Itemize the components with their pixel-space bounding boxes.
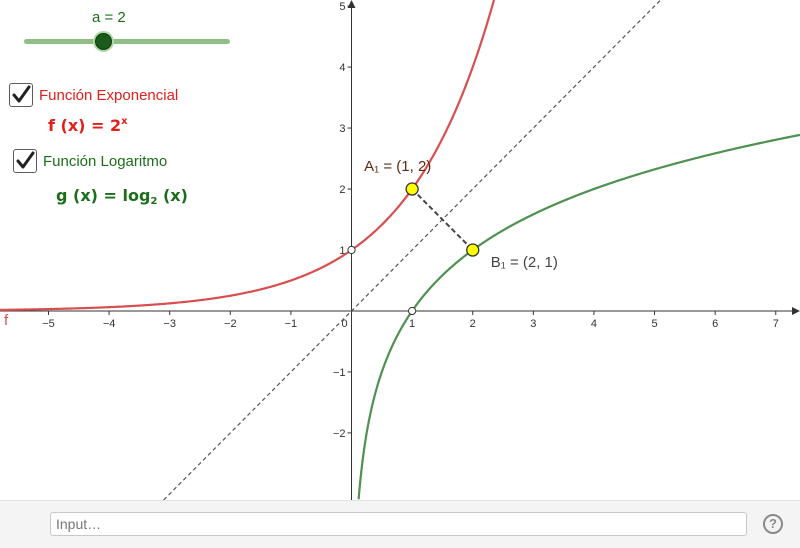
y-tick-label: 4 xyxy=(339,62,345,74)
x-axis-arrow xyxy=(792,306,800,315)
x-tick-label: 5 xyxy=(651,318,657,330)
check-icon xyxy=(12,85,31,103)
input-bar: ? xyxy=(0,500,800,548)
y-axis-arrow xyxy=(347,0,356,8)
checkbox-exponential[interactable] xyxy=(9,83,33,107)
x-tick-label: 1 xyxy=(409,318,415,330)
y-tick-label: 5 xyxy=(339,1,345,13)
formula-f-text: f (x) = 2 xyxy=(48,116,122,135)
slider-label: a = 2 xyxy=(92,9,126,26)
y-tick-label: −2 xyxy=(333,428,346,440)
x-tick-label: 7 xyxy=(773,318,779,330)
graphics-view[interactable]: −5 −4 −3 −2 −1 0 1 2 3 4 5 6 7 −2 −1 1 2 3 4 5 f A₁ = (1, 2) B… xyxy=(0,0,800,500)
slider-knob[interactable] xyxy=(95,33,112,50)
formula-f-exponent: x xyxy=(121,116,128,127)
logarithm-curve[interactable] xyxy=(357,133,800,500)
checkbox-exponential-label[interactable]: Función Exponencial xyxy=(39,87,179,104)
formula-g-rhs: (x) xyxy=(157,186,188,205)
checkbox-logarithm[interactable] xyxy=(13,149,37,173)
curve-label-f: f xyxy=(4,312,9,329)
check-icon xyxy=(16,151,35,169)
x-tick-label: 6 xyxy=(712,318,718,330)
formula-f: f (x) = 2x xyxy=(48,116,128,135)
x-tick-label: 2 xyxy=(470,318,476,330)
x-tick-label: −1 xyxy=(285,318,298,330)
formula-g-base: 2 xyxy=(150,196,158,207)
algebra-input[interactable] xyxy=(50,512,747,536)
y-tick-label: 1 xyxy=(339,245,345,257)
reflection-segment xyxy=(411,188,474,251)
x-tick-label: −5 xyxy=(42,318,55,330)
point-a1[interactable] xyxy=(405,182,419,196)
intercept-point[interactable] xyxy=(347,245,356,255)
y-tick-label: 2 xyxy=(339,184,345,196)
x-tick-label: 0 xyxy=(341,318,347,330)
point-b1[interactable] xyxy=(466,243,480,257)
checkbox-logarithm-label[interactable]: Función Logaritmo xyxy=(43,153,168,170)
identity-line xyxy=(163,0,662,500)
x-tick-label: −3 xyxy=(163,318,176,330)
point-a1-label: A₁ = (1, 2) xyxy=(364,158,431,175)
help-button[interactable]: ? xyxy=(763,514,783,534)
y-tick-label: −1 xyxy=(333,367,346,379)
formula-g-text: g (x) = log xyxy=(56,186,151,205)
y-tick-label: 3 xyxy=(339,123,345,135)
x-tick-label: −4 xyxy=(103,318,116,330)
intercept-point[interactable] xyxy=(408,306,417,316)
x-tick-label: 4 xyxy=(591,318,597,330)
plot-canvas[interactable]: −5 −4 −3 −2 −1 0 1 2 3 4 5 6 7 −2 −1 1 2 3 4 5 f A₁ = (1, 2) B… xyxy=(0,0,800,500)
slider-track[interactable] xyxy=(24,39,230,44)
x-tick-label: 3 xyxy=(530,318,536,330)
point-b1-label: B₁ = (2, 1) xyxy=(491,254,558,271)
x-tick-label: −2 xyxy=(224,318,237,330)
formula-g: g (x) = log2 (x) xyxy=(56,186,188,207)
